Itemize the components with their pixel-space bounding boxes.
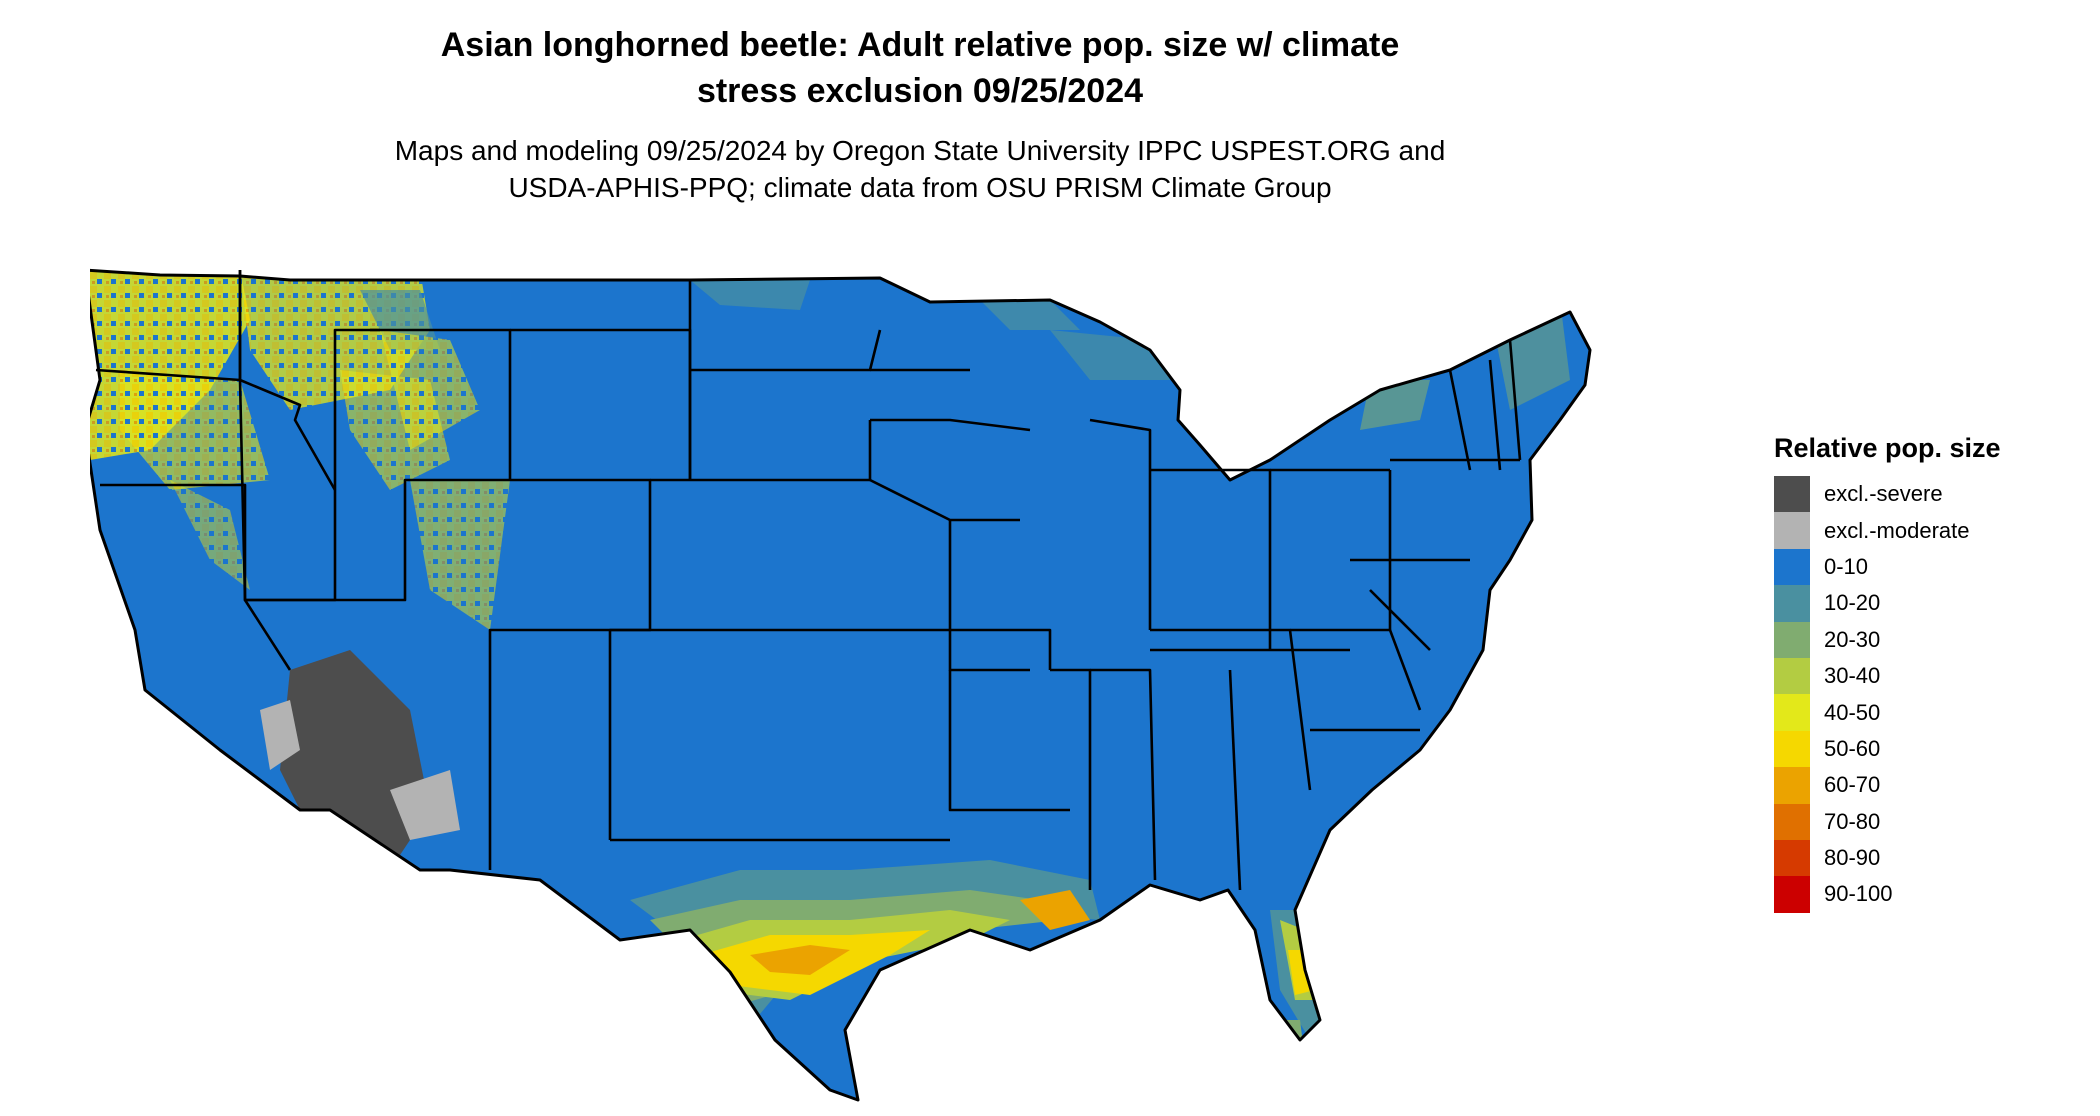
- legend-item: excl.-severe: [1774, 476, 2084, 513]
- legend-swatch: [1774, 512, 1810, 549]
- map-title-line-2: stress exclusion 09/25/2024: [696, 72, 1144, 110]
- legend-item: 80-90: [1774, 839, 2084, 877]
- legend-item: 0-10: [1774, 548, 2084, 586]
- oregon-interior-zone: [120, 370, 270, 490]
- subtitle-line-2: USDA-APHIS-PPQ; climate data from OSU PR…: [508, 172, 1332, 203]
- map-title-line-1: Asian longhorned beetle: Adult relative …: [440, 26, 1400, 64]
- legend-item: 50-60: [1774, 730, 2084, 768]
- legend-label: 30-40: [1824, 663, 1881, 689]
- legend-swatch: [1774, 585, 1810, 622]
- legend-item: 20-30: [1774, 621, 2084, 658]
- legend-swatch: [1774, 476, 1810, 513]
- legend-label: excl.-severe: [1824, 481, 1943, 507]
- map-header: Asian longhorned beetle: Adult relative …: [240, 22, 1600, 206]
- legend-label: excl.-moderate: [1824, 517, 1970, 543]
- legend-label: 80-90: [1824, 845, 1881, 871]
- suitability-overlay: [90, 270, 1570, 1060]
- legend-title: Relative pop. size: [1774, 433, 2001, 463]
- legend-item: 90-100: [1774, 876, 2084, 913]
- legend-swatch: [1774, 839, 1810, 877]
- legend-label: 0-10: [1824, 553, 1869, 579]
- sierra-zone: [170, 480, 250, 590]
- map-subtitle: Maps and modeling 09/25/2024 by Oregon S…: [240, 132, 1600, 206]
- north-dakota-teal: [690, 280, 810, 310]
- legend-swatch: [1774, 876, 1810, 913]
- legend-swatch: [1774, 730, 1810, 768]
- legend-swatch: [1774, 621, 1810, 658]
- legend-swatch: [1774, 657, 1810, 695]
- legend-label: 40-50: [1824, 699, 1881, 725]
- subtitle-line-1: Maps and modeling 09/25/2024 by Oregon S…: [394, 135, 1446, 166]
- louisiana-hotspot: [1020, 890, 1090, 930]
- legend-item: 30-40: [1774, 657, 2084, 695]
- wyoming-zone: [380, 330, 480, 450]
- legend-items: excl.-severe excl.-moderate 0-10 10-20 20-30…: [1774, 476, 2084, 913]
- colorado-zone: [410, 480, 510, 630]
- legend-label: 90-100: [1824, 881, 1893, 907]
- us-map-svg: [90, 268, 1592, 1102]
- desert-moderate-b: [390, 770, 460, 840]
- legend-label: 60-70: [1824, 772, 1881, 798]
- legend-item: 60-70: [1774, 767, 2084, 804]
- legend-item: 10-20: [1774, 585, 2084, 622]
- us-map: [90, 230, 1750, 1110]
- legend-item: excl.-moderate: [1774, 512, 2084, 549]
- legend-label: 70-80: [1824, 808, 1881, 834]
- legend-item: 40-50: [1774, 694, 2084, 731]
- legend-swatch: [1774, 803, 1810, 840]
- montana-teal-zone: [360, 290, 440, 350]
- gulf-band-60-70: [750, 945, 850, 975]
- legend-label: 20-30: [1824, 626, 1881, 652]
- legend-item: 70-80: [1774, 803, 2084, 840]
- state-borders: [95, 270, 1522, 891]
- legend-swatch: [1774, 767, 1810, 804]
- legend-label: 10-20: [1824, 590, 1881, 616]
- legend-swatch: [1774, 694, 1810, 731]
- legend: Relative pop. size excl.-severe excl.-mod…: [1774, 430, 2084, 913]
- legend-label: 50-60: [1824, 735, 1881, 761]
- legend-swatch: [1774, 548, 1810, 586]
- desert-moderate-a: [260, 700, 300, 770]
